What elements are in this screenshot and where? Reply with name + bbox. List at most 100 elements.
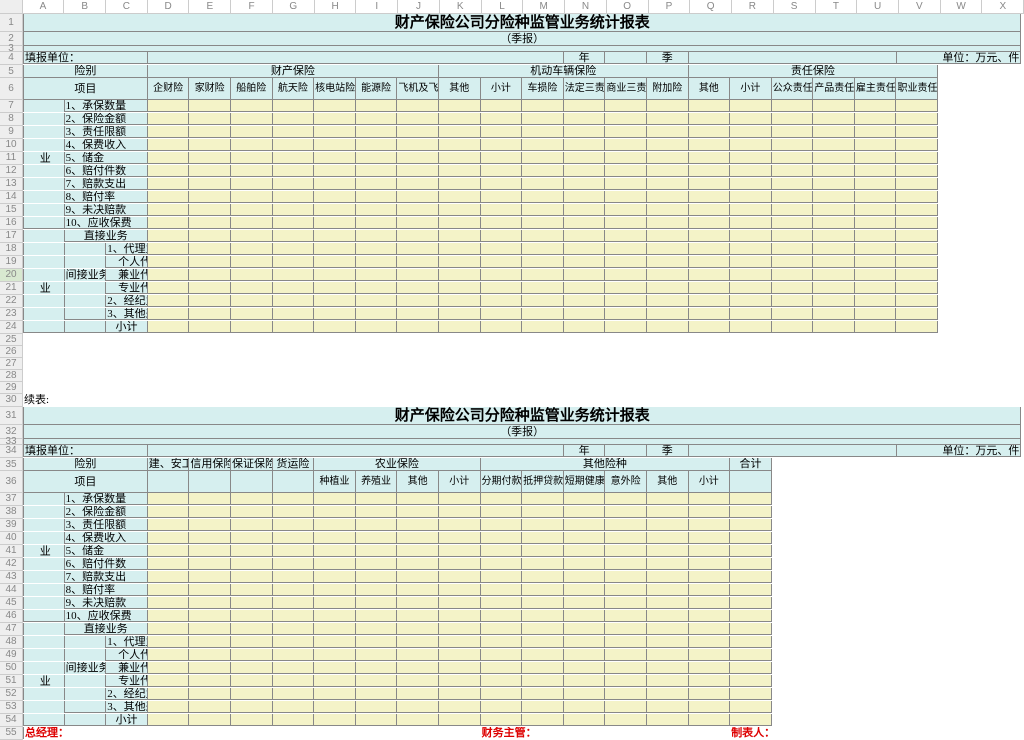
data-cell[interactable]	[647, 256, 689, 268]
row-number[interactable]: 23	[0, 308, 23, 321]
data-cell[interactable]	[730, 636, 772, 648]
data-cell[interactable]	[356, 126, 398, 138]
data-cell[interactable]	[772, 243, 814, 255]
data-cell[interactable]	[439, 610, 481, 622]
data-cell[interactable]	[605, 714, 647, 726]
data-cell[interactable]	[314, 714, 356, 726]
data-cell[interactable]	[772, 295, 814, 307]
data-cell[interactable]	[148, 282, 190, 294]
data-cell[interactable]	[813, 100, 855, 112]
data-cell[interactable]	[439, 545, 481, 557]
data-cell[interactable]	[730, 519, 772, 531]
data-cell[interactable]	[314, 178, 356, 190]
data-cell[interactable]	[481, 295, 523, 307]
data-cell[interactable]	[605, 584, 647, 596]
data-cell[interactable]	[605, 636, 647, 648]
data-cell[interactable]	[314, 610, 356, 622]
data-cell[interactable]	[689, 649, 731, 661]
data-cell[interactable]	[647, 230, 689, 242]
data-cell[interactable]	[896, 217, 938, 229]
data-cell[interactable]	[522, 230, 564, 242]
data-cell[interactable]	[273, 623, 315, 635]
data-cell[interactable]	[439, 571, 481, 583]
data-cell[interactable]	[356, 545, 398, 557]
data-cell[interactable]	[689, 113, 731, 125]
data-cell[interactable]	[730, 126, 772, 138]
data-cell[interactable]	[189, 636, 231, 648]
data-cell[interactable]	[564, 295, 606, 307]
data-cell[interactable]	[314, 165, 356, 177]
col-letter[interactable]: Q	[690, 0, 732, 13]
data-cell[interactable]	[356, 558, 398, 570]
data-cell[interactable]	[813, 204, 855, 216]
data-cell[interactable]	[730, 321, 772, 333]
data-cell[interactable]	[689, 230, 731, 242]
data-cell[interactable]	[689, 152, 731, 164]
data-cell[interactable]	[481, 217, 523, 229]
data-cell[interactable]	[647, 321, 689, 333]
data-cell[interactable]	[397, 139, 439, 151]
row-number[interactable]: 42	[0, 558, 23, 571]
data-cell[interactable]	[439, 295, 481, 307]
data-cell[interactable]	[730, 701, 772, 713]
data-cell[interactable]	[689, 688, 731, 700]
data-cell[interactable]	[314, 519, 356, 531]
data-cell[interactable]	[356, 100, 398, 112]
data-cell[interactable]	[231, 152, 273, 164]
data-cell[interactable]	[481, 100, 523, 112]
row-number[interactable]: 6	[0, 78, 23, 100]
data-cell[interactable]	[231, 217, 273, 229]
data-cell[interactable]	[148, 519, 190, 531]
data-cell[interactable]	[189, 545, 231, 557]
data-cell[interactable]	[314, 688, 356, 700]
data-cell[interactable]	[148, 113, 190, 125]
data-cell[interactable]	[148, 493, 190, 505]
data-cell[interactable]	[522, 506, 564, 518]
data-cell[interactable]	[605, 688, 647, 700]
data-cell[interactable]	[314, 295, 356, 307]
data-cell[interactable]	[273, 519, 315, 531]
data-cell[interactable]	[605, 571, 647, 583]
data-cell[interactable]	[439, 269, 481, 281]
data-cell[interactable]	[273, 165, 315, 177]
data-cell[interactable]	[772, 269, 814, 281]
row-number[interactable]: 40	[0, 532, 23, 545]
col-letter[interactable]: I	[356, 0, 398, 13]
data-cell[interactable]	[564, 571, 606, 583]
data-cell[interactable]	[481, 165, 523, 177]
data-cell[interactable]	[356, 321, 398, 333]
data-cell[interactable]	[356, 204, 398, 216]
data-cell[interactable]	[439, 100, 481, 112]
data-cell[interactable]	[189, 126, 231, 138]
row-number[interactable]: 17	[0, 230, 23, 243]
data-cell[interactable]	[813, 217, 855, 229]
data-cell[interactable]	[356, 714, 398, 726]
data-cell[interactable]	[896, 295, 938, 307]
data-cell[interactable]	[647, 597, 689, 609]
data-cell[interactable]	[647, 126, 689, 138]
row-number[interactable]: 34	[0, 445, 23, 458]
data-cell[interactable]	[689, 597, 731, 609]
data-cell[interactable]	[730, 217, 772, 229]
data-cell[interactable]	[522, 321, 564, 333]
data-cell[interactable]	[148, 178, 190, 190]
data-cell[interactable]	[356, 506, 398, 518]
data-cell[interactable]	[439, 165, 481, 177]
data-cell[interactable]	[647, 113, 689, 125]
data-cell[interactable]	[273, 493, 315, 505]
data-cell[interactable]	[647, 675, 689, 687]
data-cell[interactable]	[647, 493, 689, 505]
data-cell[interactable]	[356, 519, 398, 531]
data-cell[interactable]	[772, 113, 814, 125]
data-cell[interactable]	[356, 610, 398, 622]
data-cell[interactable]	[689, 714, 731, 726]
data-cell[interactable]	[730, 308, 772, 320]
data-cell[interactable]	[148, 688, 190, 700]
data-cell[interactable]	[314, 256, 356, 268]
data-cell[interactable]	[481, 308, 523, 320]
data-cell[interactable]	[148, 649, 190, 661]
col-letter[interactable]: F	[231, 0, 273, 13]
data-cell[interactable]	[564, 282, 606, 294]
data-cell[interactable]	[855, 100, 897, 112]
data-cell[interactable]	[896, 126, 938, 138]
